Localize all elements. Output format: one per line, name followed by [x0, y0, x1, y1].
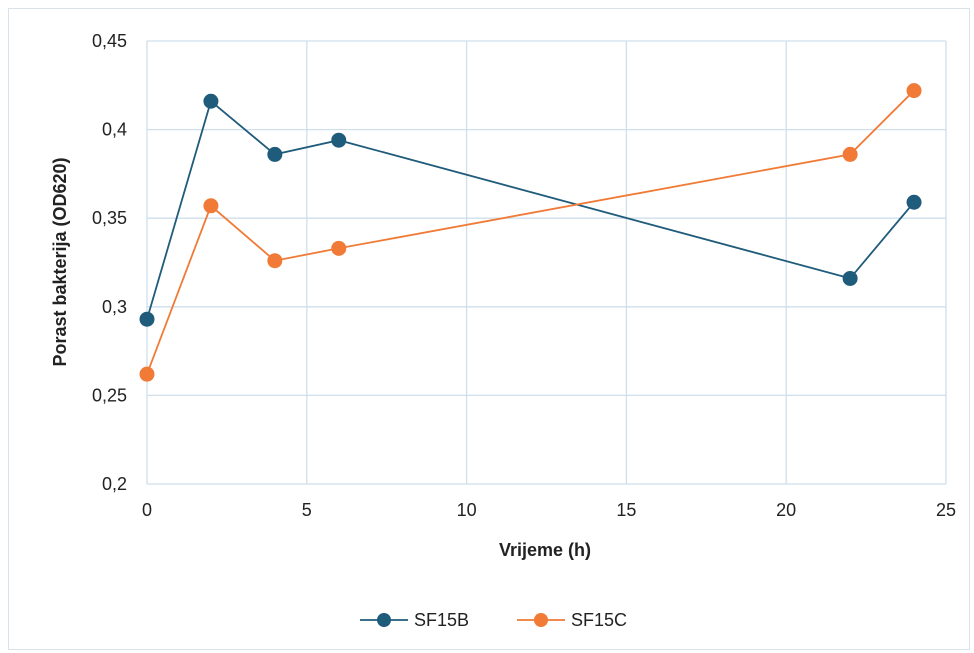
y-tick-label: 0,3	[102, 297, 127, 317]
legend-label-sf15b: SF15B	[414, 610, 469, 630]
data-point-sf15c	[203, 198, 219, 214]
x-tick-label: 25	[936, 500, 956, 520]
data-point-sf15c	[331, 240, 347, 256]
series-line-sf15b	[146, 99, 915, 320]
legend-label-sf15c: SF15C	[571, 610, 627, 630]
data-point-sf15c	[906, 83, 922, 99]
series-layer	[139, 83, 922, 382]
tick-labels: 0,2 0,25 0,3 0,35 0,4 0,45 0 5 10 15 20 25	[92, 31, 956, 520]
x-axis-title: Vrijeme (h)	[499, 540, 591, 560]
legend-marker-sf15b	[377, 613, 391, 627]
data-point-sf15b	[267, 146, 283, 162]
chart-area	[8, 8, 970, 650]
y-axis-title: Porast bakterija (OD620)	[50, 157, 70, 366]
legend: SF15B SF15C	[360, 610, 627, 630]
series-line-sf15c	[146, 89, 915, 375]
data-point-sf15b	[139, 311, 155, 327]
y-tick-label: 0,25	[92, 385, 127, 405]
data-point-sf15c	[842, 146, 858, 162]
x-tick-label: 0	[142, 500, 152, 520]
x-tick-label: 5	[302, 500, 312, 520]
gridlines	[146, 40, 947, 485]
y-tick-label: 0,4	[102, 120, 127, 140]
y-tick-label: 0,35	[92, 208, 127, 228]
data-point-sf15c	[267, 253, 283, 269]
x-tick-label: 20	[776, 500, 796, 520]
data-point-sf15b	[906, 194, 922, 210]
x-tick-label: 10	[457, 500, 477, 520]
data-point-sf15b	[331, 132, 347, 148]
x-tick-label: 15	[616, 500, 636, 520]
y-tick-label: 0,45	[92, 31, 127, 51]
legend-marker-sf15c	[534, 613, 548, 627]
data-point-sf15b	[203, 93, 219, 109]
data-point-sf15b	[842, 270, 858, 286]
y-tick-label: 0,2	[102, 474, 127, 494]
data-point-sf15c	[139, 366, 155, 382]
